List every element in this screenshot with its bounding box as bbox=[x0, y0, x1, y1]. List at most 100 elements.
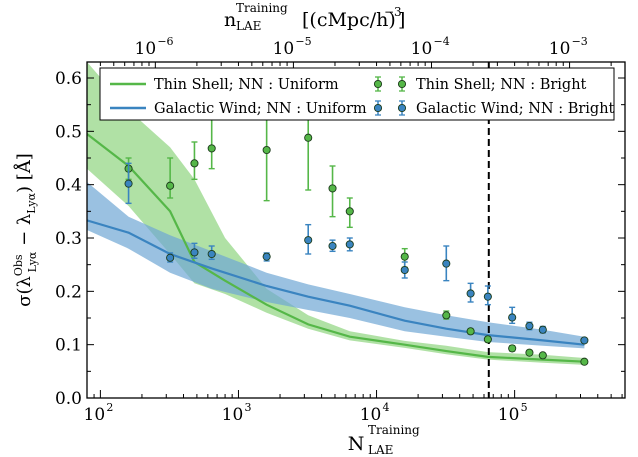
data-point bbox=[124, 179, 133, 188]
y-tick-label: 0.1 bbox=[55, 336, 82, 356]
legend-label: Thin Shell; NN : Bright bbox=[416, 77, 587, 93]
top-axis-label-units-exp: −3 bbox=[384, 5, 402, 19]
line-series-0 bbox=[87, 133, 585, 363]
x-tick-label: 10 bbox=[222, 405, 244, 425]
top-x-tick-label: 10 bbox=[411, 39, 433, 59]
x-tick-label-exp: 5 bbox=[521, 401, 528, 414]
data-point bbox=[442, 259, 451, 268]
data-point bbox=[166, 181, 175, 190]
top-x-tick-label-exp: −3 bbox=[572, 35, 588, 48]
x-axis-label: N bbox=[348, 433, 365, 455]
top-axis-label-units-close: ] bbox=[398, 9, 405, 31]
x-tick-label: 10 bbox=[360, 405, 382, 425]
legend-point-swatch bbox=[397, 79, 407, 89]
data-point bbox=[328, 184, 337, 193]
data-point bbox=[207, 249, 216, 259]
errorbar-point-3-4 bbox=[262, 252, 271, 262]
errorbar-point-3-2 bbox=[190, 242, 199, 259]
x-axis-label-sup: Training bbox=[368, 423, 420, 437]
errorbar-point-2-11 bbox=[483, 335, 492, 344]
top-x-tick-label: 10 bbox=[273, 39, 295, 59]
data-point bbox=[262, 252, 271, 261]
band-series-0 bbox=[87, 62, 585, 365]
errorbar-point-3-13 bbox=[525, 321, 534, 331]
top-axis-label-sup: Training bbox=[236, 1, 288, 15]
x-axis-label-sub: LAE bbox=[368, 443, 393, 457]
legend-box bbox=[99, 67, 615, 121]
errorbar-point-3-12 bbox=[508, 306, 517, 325]
legend-point-swatch bbox=[373, 103, 383, 113]
data-point bbox=[190, 248, 199, 257]
errorbar-point-3-8 bbox=[400, 261, 409, 279]
legend-point-swatch bbox=[397, 103, 407, 113]
x-tick-label-exp: 3 bbox=[244, 401, 251, 414]
band-series-1 bbox=[87, 182, 585, 349]
axis-ticks: 0.00.10.20.30.40.50.610 2 10 3 10 4 10 510 −6 10−… bbox=[55, 35, 625, 425]
errorbar-point-3-10 bbox=[466, 282, 475, 303]
errorbar-point-3-14 bbox=[538, 325, 547, 334]
y-tick-label: 0.5 bbox=[55, 122, 82, 142]
data-point bbox=[400, 252, 409, 261]
legend-point-swatch bbox=[373, 79, 383, 89]
data-point bbox=[525, 348, 534, 357]
x-axis-label-main: N bbox=[348, 433, 365, 455]
errorbar-point-2-2 bbox=[190, 141, 199, 181]
plot-area bbox=[87, 62, 589, 398]
legend-label: Galactic Wind; NN : Bright bbox=[416, 101, 615, 117]
errorbar-point-2-12 bbox=[508, 344, 517, 353]
errorbar-point-2-10 bbox=[466, 327, 475, 336]
data-point bbox=[304, 236, 313, 245]
data-point bbox=[262, 145, 271, 155]
data-point bbox=[580, 336, 589, 345]
top-x-tick-label-exp: −5 bbox=[295, 35, 311, 48]
data-point bbox=[508, 344, 517, 353]
errorbar-point-2-13 bbox=[525, 348, 534, 357]
legend-label: Thin Shell; NN : Uniform bbox=[154, 77, 339, 93]
y-tick-label: 0.4 bbox=[55, 176, 82, 196]
errorbar-point-2-1 bbox=[166, 157, 175, 199]
data-point bbox=[345, 240, 354, 249]
top-axis-label-main: n bbox=[224, 9, 236, 31]
top-x-tick-label-exp: −4 bbox=[433, 35, 449, 48]
line-series-1 bbox=[87, 219, 585, 346]
x-tick-label: 10 bbox=[84, 405, 106, 425]
y-axis-label: σ(λObsLyα − λLyα) [Å] bbox=[12, 153, 39, 307]
errorbar-point-3-1 bbox=[166, 252, 175, 263]
data-point bbox=[400, 265, 409, 275]
errorbar-point-3-3 bbox=[207, 245, 216, 261]
legend-entry-3: Galactic Wind; NN : Bright bbox=[373, 100, 615, 117]
y-tick-label: 0.2 bbox=[55, 282, 82, 302]
data-point bbox=[538, 325, 547, 334]
top-x-tick-label-exp: −6 bbox=[157, 35, 173, 48]
legend: Thin Shell; NN : Uniform Galactic Wind; N… bbox=[99, 67, 615, 121]
errorbar-point-2-14 bbox=[538, 351, 547, 360]
data-point bbox=[207, 144, 216, 153]
y-tick-label: 0.3 bbox=[55, 229, 82, 249]
x-tick-label-exp: 4 bbox=[383, 401, 390, 414]
data-point bbox=[508, 313, 517, 322]
data-point bbox=[304, 133, 313, 142]
errorbar-point-3-0 bbox=[124, 162, 133, 205]
legend-entry-2: Thin Shell; NN : Bright bbox=[373, 76, 587, 93]
errorbar-point-2-6 bbox=[328, 165, 337, 218]
errorbar-point-3-7 bbox=[345, 237, 354, 252]
data-point bbox=[442, 311, 451, 320]
plot-content bbox=[87, 62, 589, 398]
y-tick-label: 0.0 bbox=[55, 389, 82, 409]
errorbar-point-3-11 bbox=[483, 285, 492, 306]
data-point bbox=[538, 351, 547, 360]
x-tick-label: 10 bbox=[498, 405, 520, 425]
legend-entry-0: Thin Shell; NN : Uniform bbox=[110, 77, 339, 93]
data-point bbox=[483, 335, 492, 344]
data-point bbox=[580, 357, 589, 366]
top-axis-label-units: [(cMpc/h) bbox=[302, 9, 396, 31]
errorbar-point-2-7 bbox=[345, 197, 354, 229]
legend-label: Galactic Wind; NN : Uniform bbox=[154, 101, 367, 117]
data-point bbox=[466, 327, 475, 336]
data-point bbox=[328, 241, 337, 251]
top-x-tick-label: 10 bbox=[135, 39, 157, 59]
top-x-tick-label: 10 bbox=[549, 39, 571, 59]
errorbar-point-3-5 bbox=[304, 223, 313, 255]
data-point bbox=[483, 292, 492, 301]
